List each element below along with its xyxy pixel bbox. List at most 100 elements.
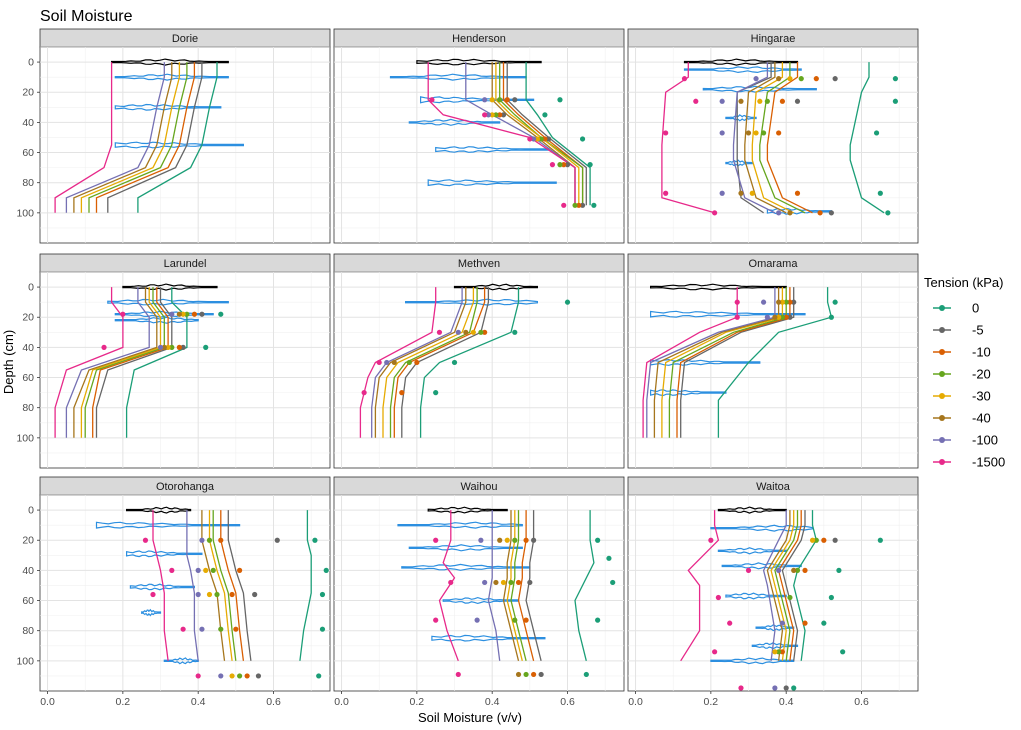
series-line-neg100 — [646, 287, 776, 438]
legend-swatch-dot — [939, 437, 945, 443]
series-line-neg100 — [762, 510, 787, 661]
data-point — [783, 299, 789, 305]
surface-violin — [126, 506, 192, 514]
profile-violin — [721, 562, 802, 570]
data-point — [564, 299, 571, 305]
data-point — [482, 97, 488, 103]
data-point — [557, 162, 563, 168]
series-line-neg5 — [107, 62, 203, 213]
data-point — [840, 649, 846, 655]
profile-violin — [710, 657, 795, 665]
data-point — [776, 567, 782, 573]
facet-label: Methven — [458, 258, 500, 270]
data-point — [802, 620, 808, 626]
data-point — [512, 329, 518, 335]
profile-violin — [129, 583, 195, 591]
legend-swatch-dot — [939, 327, 945, 333]
profile-violin — [420, 96, 535, 104]
series-line-neg100 — [65, 287, 150, 438]
data-point — [779, 299, 786, 305]
data-point — [892, 98, 899, 104]
series-line-neg20 — [389, 287, 478, 438]
series-line-neg30 — [770, 510, 795, 661]
data-point — [515, 579, 522, 586]
data-point — [361, 390, 367, 396]
data-point — [497, 112, 503, 118]
data-point — [255, 673, 262, 679]
legend-item: -5 — [933, 323, 984, 338]
series-line-neg5 — [227, 510, 252, 661]
data-point — [798, 76, 804, 82]
data-point — [180, 311, 186, 317]
data-point — [323, 567, 329, 573]
panel: Omarama — [627, 253, 919, 469]
data-point — [319, 626, 326, 632]
series-line-neg1500 — [427, 62, 576, 206]
data-point — [191, 311, 198, 317]
data-point — [791, 299, 797, 305]
data-point — [497, 537, 503, 543]
profile-violin — [650, 389, 727, 397]
legend-item: 0 — [933, 301, 979, 316]
data-point — [229, 673, 235, 679]
y-axis-title: Depth (cm) — [1, 330, 16, 394]
data-point — [561, 162, 567, 168]
legend-swatch-dot — [939, 349, 945, 355]
data-point — [745, 130, 752, 136]
data-point — [779, 98, 786, 104]
data-point — [384, 359, 390, 366]
x-tick-label: 0.6 — [266, 696, 281, 708]
data-point — [877, 190, 883, 196]
data-point — [719, 190, 725, 196]
data-point — [712, 649, 718, 655]
data-point — [195, 591, 201, 598]
data-point — [579, 202, 586, 208]
data-point — [546, 136, 552, 142]
data-point — [712, 210, 718, 216]
data-point — [150, 591, 156, 598]
series-line-neg30 — [495, 62, 580, 206]
facet-label: Larundel — [164, 258, 207, 270]
data-point — [429, 97, 435, 103]
plot-panel — [627, 46, 919, 244]
y-tick-label: 40 — [22, 342, 34, 354]
y-tick-label: 60 — [22, 372, 34, 384]
legend-label: -100 — [972, 433, 998, 448]
panel: Larundel 0 20 40 60 80 100 — [16, 253, 331, 469]
data-point — [500, 112, 507, 118]
data-point — [738, 98, 744, 104]
legend-label: -1500 — [972, 455, 1005, 470]
profile-violin — [163, 657, 199, 665]
data-point — [821, 537, 827, 543]
x-tick-label: 0.4 — [485, 696, 500, 708]
x-tick-label: 0.6 — [560, 696, 575, 708]
profile-violin — [683, 66, 802, 74]
data-point — [787, 210, 793, 216]
data-point — [180, 626, 186, 632]
x-tick-label: 0.4 — [191, 696, 206, 708]
data-point — [542, 136, 548, 142]
data-point — [214, 591, 220, 598]
series-line-neg30 — [80, 62, 181, 213]
legend-label: 0 — [972, 301, 979, 316]
data-point — [176, 311, 182, 317]
series-line-0 — [299, 510, 312, 661]
facet-label: Dorie — [172, 33, 198, 45]
series-line-neg5 — [736, 62, 772, 214]
x-tick-label: 0.0 — [628, 696, 643, 708]
data-point — [587, 162, 593, 168]
data-point — [237, 567, 243, 573]
series-line-neg5 — [781, 510, 806, 661]
data-point — [802, 567, 808, 573]
x-tick-label: 0.2 — [410, 696, 425, 708]
data-point — [772, 685, 778, 691]
data-point — [523, 617, 529, 623]
x-axis-title: Soil Moisture (v/v) — [418, 710, 522, 725]
data-point — [877, 537, 883, 543]
data-point — [606, 555, 612, 561]
series-line-neg20 — [499, 62, 584, 206]
data-point — [531, 537, 537, 543]
legend-label: -20 — [972, 367, 991, 382]
data-point — [727, 620, 733, 626]
series-line-neg40 — [73, 287, 158, 438]
